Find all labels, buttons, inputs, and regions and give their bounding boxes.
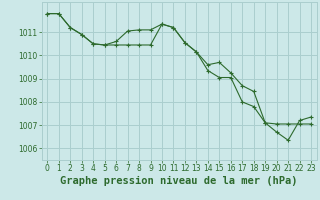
X-axis label: Graphe pression niveau de la mer (hPa): Graphe pression niveau de la mer (hPa) — [60, 176, 298, 186]
